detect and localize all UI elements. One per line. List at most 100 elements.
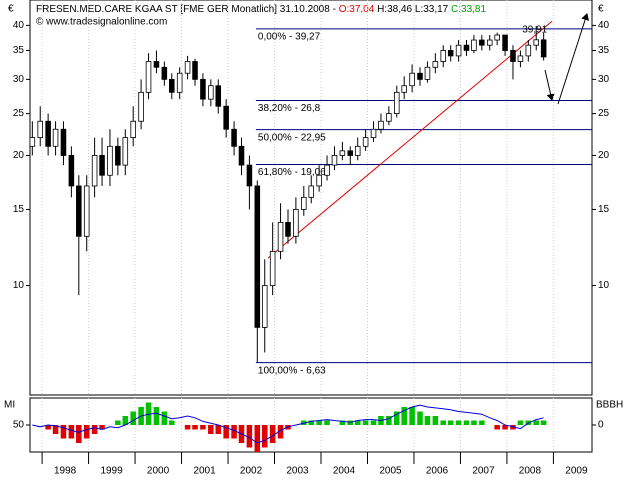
histogram-bar — [153, 407, 160, 425]
candle-body — [540, 39, 547, 58]
histogram-bar — [277, 425, 284, 439]
candle-body — [261, 285, 268, 328]
candle-body — [68, 155, 75, 187]
histogram-bar — [60, 425, 67, 439]
histogram-bar — [76, 425, 82, 443]
candle-body — [60, 128, 67, 156]
candle-body — [246, 164, 253, 187]
candle-body — [486, 39, 493, 46]
histogram-bar — [432, 416, 439, 425]
peak-label: 39,91 — [522, 24, 547, 35]
mi-label: MI — [4, 400, 15, 411]
candle-body — [76, 185, 82, 237]
candle-body — [184, 61, 191, 74]
candle-body — [122, 137, 129, 166]
candle-body — [269, 250, 276, 286]
histogram-bar — [471, 420, 477, 425]
histogram-bar — [91, 425, 98, 434]
candle-body — [238, 145, 245, 166]
candle-body — [293, 209, 299, 237]
candle-body — [99, 155, 105, 176]
y-unit: € — [8, 4, 14, 15]
candle-body — [440, 50, 447, 62]
candle-body — [463, 44, 470, 51]
candle-body — [231, 128, 237, 147]
histogram-bar — [130, 411, 136, 425]
x-tick-label: 1998 — [54, 466, 77, 477]
candle-body — [115, 145, 121, 166]
candle-body — [331, 155, 338, 166]
histogram-bar — [308, 420, 314, 425]
candle-body — [354, 145, 361, 156]
candle-body — [52, 128, 59, 147]
candle-body — [455, 44, 462, 57]
candle-body — [533, 39, 539, 46]
candle-body — [324, 164, 330, 176]
histogram-bar — [45, 425, 51, 430]
candle-body — [301, 196, 307, 210]
candle-body — [510, 50, 516, 62]
histogram-bar — [463, 420, 470, 425]
histogram-bar — [354, 420, 361, 425]
candle-body — [208, 85, 214, 100]
histogram-bar — [324, 420, 330, 425]
y-tick-label: 25 — [13, 108, 25, 119]
x-tick-label: 2008 — [519, 466, 542, 477]
candle-body — [308, 185, 315, 198]
candle-body — [254, 185, 261, 328]
histogram-bar — [52, 425, 59, 434]
histogram-bar — [169, 420, 175, 425]
candle-body — [447, 50, 454, 57]
y-tick-label: 15 — [13, 204, 25, 215]
histogram-bar — [417, 411, 423, 425]
candle-body — [285, 221, 291, 237]
fib-label: 100,00% - 6,63 — [258, 365, 326, 376]
histogram-bar — [192, 425, 198, 430]
x-tick-label: 2009 — [565, 466, 588, 477]
candle-body — [432, 61, 439, 68]
candle-body — [502, 34, 508, 51]
y-tick-label: 15 — [598, 204, 610, 215]
bbbh-label: BBBH — [596, 400, 623, 411]
histogram-bar — [246, 425, 253, 448]
histogram-bar — [386, 416, 392, 425]
histogram-bar — [254, 425, 261, 452]
candle-body — [378, 120, 384, 130]
histogram-bar — [440, 420, 447, 425]
histogram-bar — [479, 420, 485, 425]
candle-body — [83, 185, 90, 237]
y-tick-label: 20 — [13, 150, 25, 161]
candle-body — [479, 39, 485, 46]
arrow — [544, 69, 555, 101]
histogram-bar — [540, 420, 547, 425]
histogram-bar — [269, 425, 276, 443]
histogram-bar — [362, 420, 369, 425]
mi-line — [32, 404, 544, 444]
x-tick-label: 2007 — [472, 466, 495, 477]
candle-body — [29, 137, 36, 147]
candle-body — [362, 137, 369, 147]
candle-body — [223, 105, 229, 130]
candle-body — [494, 34, 500, 41]
histogram-bar — [200, 425, 206, 430]
histogram-bar — [409, 407, 415, 425]
y-tick-label: 35 — [598, 45, 610, 56]
histogram-bar — [424, 416, 431, 425]
histogram-bar — [455, 420, 462, 425]
candle-body — [45, 120, 51, 147]
histogram-bar — [208, 425, 214, 434]
candle-body — [347, 150, 354, 156]
x-tick-label: 2003 — [286, 466, 309, 477]
y-tick-label: 40 — [598, 20, 610, 31]
y-tick-label: 50 — [13, 420, 25, 431]
candle-body — [153, 61, 160, 68]
x-tick-label: 2005 — [379, 466, 402, 477]
x-tick-label: 2004 — [333, 466, 356, 477]
histogram-bar — [316, 420, 322, 425]
candle-body — [200, 78, 206, 100]
candle-body — [145, 61, 152, 93]
histogram-bar — [231, 425, 237, 439]
candle-body — [417, 72, 423, 80]
y-tick-label: 40 — [13, 20, 25, 31]
histogram-bar — [494, 425, 500, 430]
